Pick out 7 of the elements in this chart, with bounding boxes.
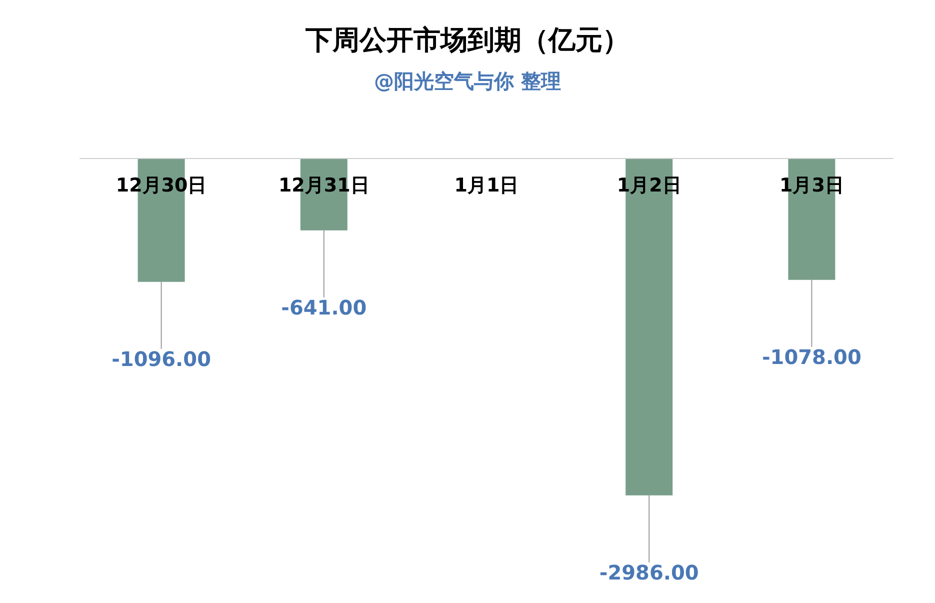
- data-label: -2986.00: [599, 560, 699, 584]
- data-label: -1096.00: [112, 346, 212, 371]
- chart-title: 下周公开市场到期（亿元）: [304, 25, 630, 56]
- data-label: -641.00: [281, 295, 367, 320]
- data-label: -1078.00: [762, 344, 862, 369]
- chart-subtitle: @阳光空气与你 整理: [374, 69, 561, 93]
- x-tick-label: 1月1日: [454, 174, 519, 196]
